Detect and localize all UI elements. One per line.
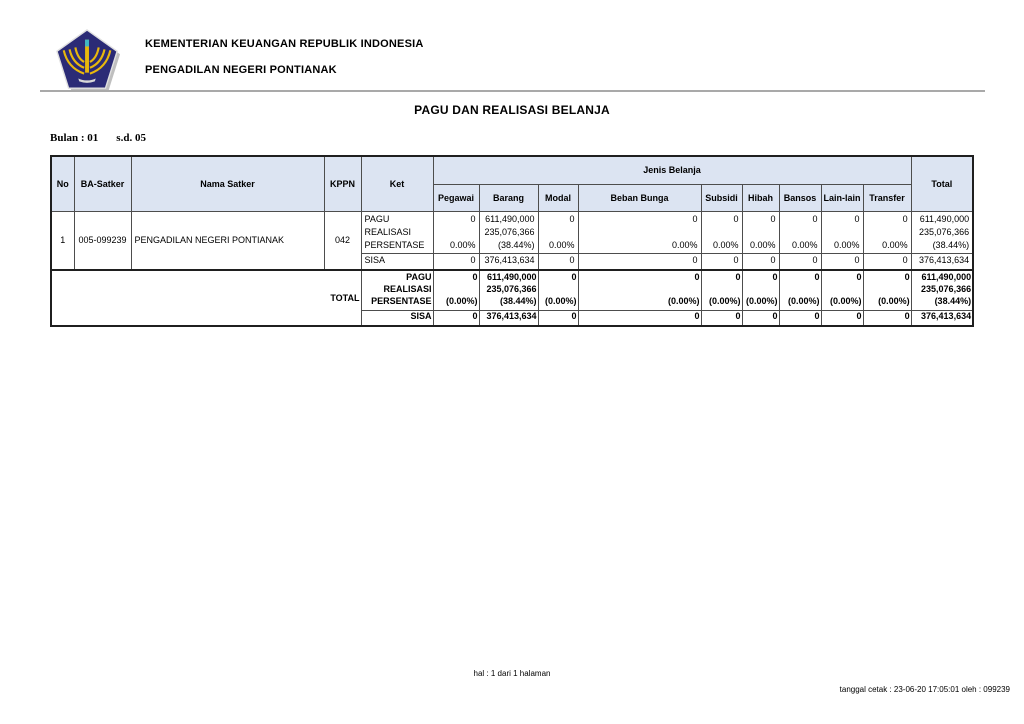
row1-modal: 0 0.00% (537, 210, 579, 254)
row1-sisa-hibah: 0 (741, 252, 780, 271)
row1-no: 1 (50, 210, 75, 271)
row1-nama-satker: PENGADILAN NEGERI PONTIANAK (130, 210, 325, 271)
org-name-line1: KEMENTERIAN KEUANGAN REPUBLIK INDONESIA (145, 38, 424, 50)
col-header-no: No (50, 155, 75, 212)
total-transfer: 0 (0.00%) (862, 269, 912, 311)
logo-stalk-tip (85, 39, 89, 47)
col-header-ba-satker: BA-Satker (73, 155, 132, 212)
report-title: PAGU DAN REALISASI BELANJA (414, 103, 610, 117)
row1-transfer: 0 0.00% (862, 210, 912, 254)
col-header-barang: Barang (478, 183, 539, 212)
row1-kppn: 042 (323, 210, 362, 271)
org-name-line2: PENGADILAN NEGERI PONTIANAK (145, 64, 337, 76)
row1-beban-bunga: 0 0.00% (577, 210, 702, 254)
row1-main: 1 005-099239 PENGADILAN NEGERI PONTIANAK… (50, 210, 974, 271)
total-sisa-beban-bunga: 0 (577, 309, 702, 327)
total-label: TOTAL (50, 269, 362, 327)
col-header-modal: Modal (537, 183, 579, 212)
total-hibah: 0 (0.00%) (741, 269, 780, 311)
total-subsidi: 0 (0.00%) (700, 269, 743, 311)
total-sisa-lain-lain: 0 (820, 309, 864, 327)
print-timestamp-footer: tanggal cetak : 23-06-20 17:05:01 oleh :… (839, 685, 1010, 694)
row1-sisa-barang: 376,413,634 (478, 252, 539, 271)
logo-banner (78, 78, 96, 83)
logo-wings (62, 47, 112, 75)
total-sisa: SISA 0 376,413,634 0 0 0 0 0 0 0 376,413… (51, 309, 974, 327)
col-header-pegawai: Pegawai (432, 183, 480, 212)
col-header-ket: Ket (360, 155, 434, 212)
total-barang: 611,490,000 235,076,366 (38.44%) (478, 269, 539, 311)
total-lain-lain: 0 (0.00%) (820, 269, 864, 311)
total-sisa-bansos: 0 (778, 309, 822, 327)
budget-table-wrap: No BA-Satker Nama Satker KPPN Ket Jenis … (50, 155, 975, 327)
row1-barang: 611,490,000 235,076,366 (38.44%) (478, 210, 539, 254)
total-sisa-subsidi: 0 (700, 309, 743, 327)
col-header-total: Total (910, 155, 974, 212)
row1-sisa-transfer: 0 (862, 252, 912, 271)
total-sisa-label: SISA (360, 309, 434, 327)
total-sisa-total: 376,413,634 (910, 309, 974, 327)
col-header-subsidi: Subsidi (700, 183, 743, 212)
total-total: 611,490,000 235,076,366 (38.44%) (910, 269, 974, 311)
total-main: TOTAL PAGU REALISASI PERSENTASE 0 (0.00%) 6… (50, 269, 974, 327)
total-sisa-modal: 0 (537, 309, 579, 327)
budget-table: No BA-Satker Nama Satker KPPN Ket Jenis … (50, 155, 975, 327)
row1-ket: PAGU REALISASI PERSENTASE (360, 210, 434, 254)
col-group-jenis-belanja: Jenis Belanja (432, 155, 912, 185)
row1-sisa-bansos: 0 (778, 252, 822, 271)
row1-sisa-lain-lain: 0 (820, 252, 864, 271)
total-sisa-pegawai: 0 (432, 309, 480, 327)
row1-pegawai: 0 0.00% (432, 210, 480, 254)
row1-hibah: 0 0.00% (741, 210, 780, 254)
total-sisa-hibah: 0 (741, 309, 780, 327)
col-header-bansos: Bansos (778, 183, 822, 212)
header-row-1: No BA-Satker Nama Satker KPPN Ket Jenis … (50, 155, 974, 212)
col-header-transfer: Transfer (862, 183, 912, 212)
total-sisa-barang: 376,413,634 (478, 309, 539, 327)
row1-sisa-pegawai: 0 (432, 252, 480, 271)
row1-subsidi: 0 0.00% (700, 210, 743, 254)
period-label: Bulan : 01 (50, 132, 99, 144)
col-header-kppn: KPPN (323, 155, 362, 212)
total-bansos: 0 (0.00%) (778, 269, 822, 311)
col-header-hibah: Hibah (741, 183, 780, 212)
row1-lain-lain: 0 0.00% (820, 210, 864, 254)
row1-sisa-modal: 0 (537, 252, 579, 271)
kemenkeu-logo (56, 29, 121, 92)
row1-sisa-subsidi: 0 (700, 252, 743, 271)
row1-sisa-beban-bunga: 0 (577, 252, 702, 271)
total-ket: PAGU REALISASI PERSENTASE (360, 269, 434, 311)
total-pegawai: 0 (0.00%) (432, 269, 480, 311)
header-row-2: Pegawai Barang Modal Beban Bunga Subsidi… (51, 183, 973, 212)
period-range: s.d. 05 (116, 132, 146, 144)
row1-sisa-label: SISA (360, 252, 434, 271)
row1-ba-satker: 005-099239 (73, 210, 132, 271)
row1-sisa-total: 376,413,634 (910, 252, 974, 271)
col-header-lain-lain: Lain-lain (820, 183, 864, 212)
page-number-footer: hal : 1 dari 1 halaman (473, 669, 551, 678)
period-line: Bulan : 01 s.d. 05 (50, 132, 146, 144)
total-sisa-transfer: 0 (862, 309, 912, 327)
row1-total: 611,490,000 235,076,366 (38.44%) (910, 210, 974, 254)
total-modal: 0 (0.00%) (537, 269, 579, 311)
logo-stalk (85, 39, 89, 73)
col-header-beban-bunga: Beban Bunga (577, 183, 702, 212)
row1-bansos: 0 0.00% (778, 210, 822, 254)
col-header-nama-satker: Nama Satker (130, 155, 325, 212)
total-beban-bunga: 0 (0.00%) (577, 269, 702, 311)
header-divider (40, 90, 985, 92)
